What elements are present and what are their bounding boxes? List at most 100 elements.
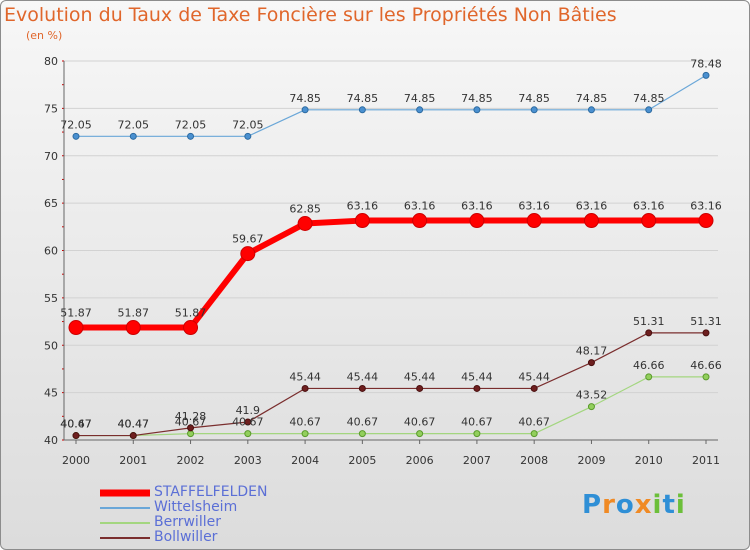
data-label: 63.16 [461, 200, 493, 213]
data-label: 41.28 [175, 410, 207, 423]
x-tick-label: 2005 [348, 454, 376, 467]
data-point [297, 215, 313, 231]
series-line [76, 74, 707, 137]
axes: 40 45 50 55 60 65 70 75 80 2000 2001 2002 2003 2004 20… [44, 55, 720, 467]
data-point [473, 106, 481, 114]
data-point [72, 432, 80, 440]
data-point [530, 384, 538, 392]
data-point [645, 106, 653, 114]
data-point [416, 106, 424, 114]
data-point [702, 373, 710, 381]
legend-swatch [100, 521, 150, 524]
series-berrwiller [72, 373, 710, 440]
legend-swatch [100, 536, 150, 539]
data-point [354, 213, 370, 229]
logo-letter: t [662, 490, 676, 520]
legend-swatch [100, 489, 150, 496]
data-label: 40.67 [289, 416, 321, 429]
data-label: 63.16 [404, 200, 436, 213]
data-point [416, 430, 424, 438]
data-point [583, 213, 599, 229]
data-point [187, 424, 195, 432]
data-point [587, 359, 595, 367]
data-label: 72.05 [118, 118, 150, 131]
data-point [358, 430, 366, 438]
data-label: 45.44 [461, 370, 493, 383]
legend-swatch [100, 506, 150, 509]
data-point [645, 373, 653, 381]
data-label: 63.16 [690, 200, 722, 213]
data-label: 63.16 [518, 200, 550, 213]
logo-letter: P [582, 490, 603, 520]
data-label: 40.67 [60, 418, 92, 431]
data-point [641, 213, 657, 229]
data-point [526, 213, 542, 229]
data-label: 74.85 [518, 92, 550, 105]
data-label: 40.67 [232, 416, 264, 429]
data-label: 63.16 [633, 200, 665, 213]
data-point [469, 213, 485, 229]
data-label: 46.66 [633, 359, 665, 372]
data-label: 48.17 [576, 345, 608, 358]
data-point [240, 246, 256, 262]
data-label: 78.48 [690, 57, 722, 70]
data-label: 62.85 [289, 202, 321, 215]
logo-letter: r [602, 490, 616, 520]
proxiti-logo: Proxiti [582, 490, 686, 520]
legend-label: Wittelsheim [154, 499, 238, 515]
y-axis-unit-label: (en %) [26, 29, 63, 42]
data-label: 74.85 [347, 92, 379, 105]
data-label: 63.16 [576, 200, 608, 213]
x-tick-label: 2003 [234, 454, 262, 467]
data-label: 72.05 [232, 118, 264, 131]
data-point [183, 320, 199, 336]
y-tick-label: 55 [44, 292, 58, 305]
data-label: 45.44 [518, 370, 550, 383]
data-point [587, 106, 595, 114]
data-label: 51.87 [118, 307, 150, 320]
logo-letter: i [652, 490, 663, 520]
y-tick-label: 50 [44, 339, 58, 352]
x-tick-label: 2002 [177, 454, 205, 467]
data-label: 51.31 [633, 315, 665, 328]
data-point [244, 430, 252, 438]
data-label: 45.44 [347, 370, 379, 383]
x-tick-label: 2000 [62, 454, 90, 467]
data-point [702, 329, 710, 337]
y-tick-label: 45 [44, 387, 58, 400]
data-label: 40.67 [518, 416, 550, 429]
data-point [698, 213, 714, 229]
data-label: 45.44 [289, 370, 321, 383]
y-tick-label: 60 [44, 245, 58, 258]
series-line [76, 332, 706, 437]
data-point [301, 430, 309, 438]
y-tick-label: 75 [44, 102, 58, 115]
x-tick-label: 2001 [119, 454, 147, 467]
series-line [76, 217, 706, 331]
data-point [301, 384, 309, 392]
data-point [358, 384, 366, 392]
y-tick-label: 70 [44, 150, 58, 163]
data-label: 43.52 [576, 389, 608, 402]
data-point [244, 418, 252, 426]
data-label: 51.31 [690, 315, 722, 328]
logo-letter: o [615, 490, 635, 520]
x-tick-label: 2010 [635, 454, 663, 467]
x-tick-label: 2008 [520, 454, 548, 467]
data-label: 74.85 [576, 92, 608, 105]
data-label: 40.67 [404, 416, 436, 429]
data-point [587, 403, 595, 411]
data-point [358, 106, 366, 114]
y-tick-label: 80 [44, 55, 58, 68]
data-point [72, 132, 80, 140]
legend-label: STAFFELFELDEN [154, 484, 268, 500]
x-tick-label: 2011 [692, 454, 720, 467]
legend-label: Bollwiller [154, 529, 218, 545]
data-point [645, 329, 653, 337]
data-point [702, 71, 710, 79]
data-label: 40.47 [60, 418, 92, 431]
series-line [76, 376, 706, 437]
data-point [129, 132, 137, 140]
data-point [187, 430, 195, 438]
